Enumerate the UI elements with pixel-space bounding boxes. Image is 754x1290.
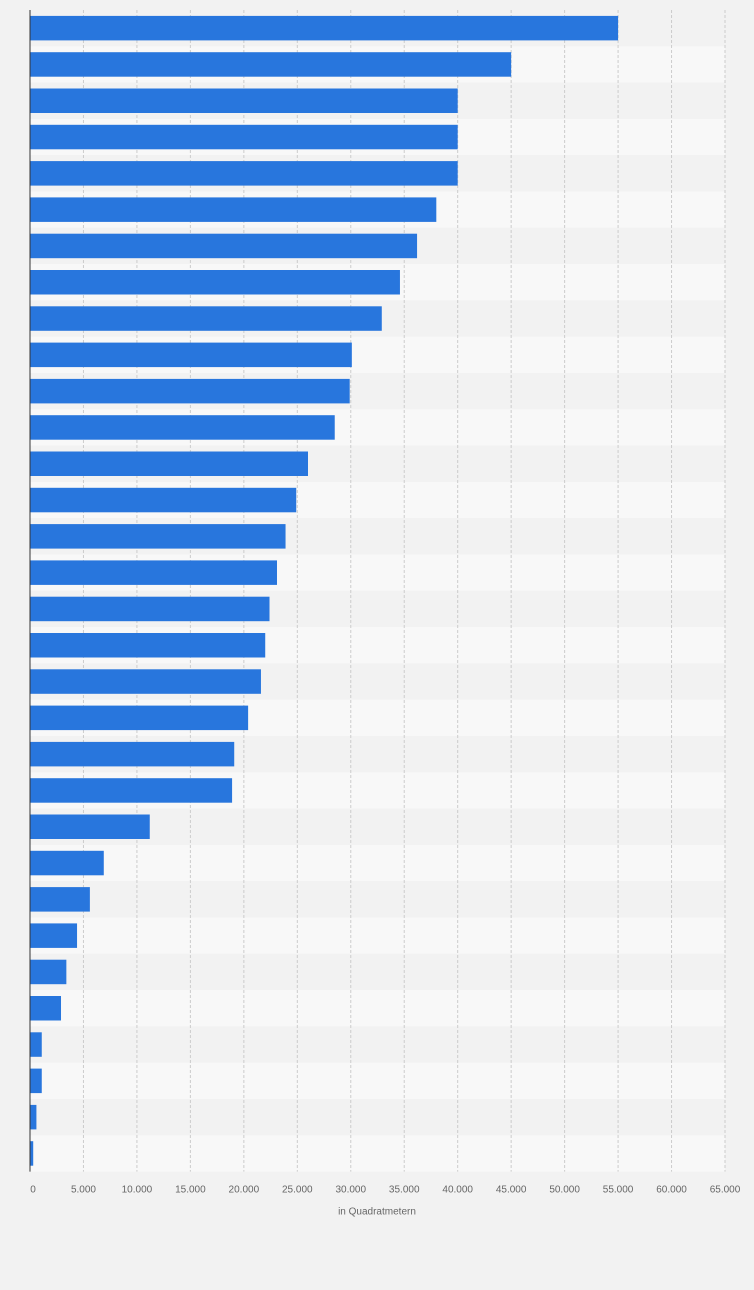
bar[interactable] [30,451,308,477]
bar[interactable] [30,233,418,259]
bar[interactable] [30,560,277,585]
bar[interactable] [30,306,382,331]
x-tick-label: 30.000 [335,1185,366,1196]
bar[interactable] [30,1104,37,1130]
row-band [30,1026,725,1063]
bar[interactable] [30,52,512,77]
x-tick-label: 10.000 [122,1185,153,1196]
bar[interactable] [30,814,150,840]
bar[interactable] [30,161,458,186]
bar[interactable] [30,270,400,295]
x-tick-label: 45.000 [496,1185,527,1196]
gridlines [82,10,726,1172]
bar[interactable] [30,197,437,222]
bar[interactable] [30,415,335,440]
x-tick-label: 5.000 [71,1185,96,1196]
x-tick-label: 35.000 [389,1185,420,1196]
bar[interactable] [30,741,235,767]
bar[interactable] [30,887,90,912]
row-band [30,844,725,882]
bar[interactable] [30,378,350,404]
row-band [30,917,725,954]
x-tick-label: 40.000 [442,1185,473,1196]
bar[interactable] [30,1068,42,1094]
bar[interactable] [30,850,104,876]
x-tick-label: 25.000 [282,1185,313,1196]
x-tick-label: 50.000 [549,1185,580,1196]
row-band [30,990,725,1027]
bar[interactable] [30,88,458,114]
row-band [30,881,725,918]
bar[interactable] [30,669,261,694]
x-tick-label: 15.000 [175,1185,206,1196]
x-tick-label: 60.000 [656,1185,687,1196]
row-band [30,1135,725,1172]
x-tick-label: 55.000 [603,1185,634,1196]
row-band [30,1062,725,1099]
bar[interactable] [30,124,458,150]
bar[interactable] [30,15,619,41]
x-axis-title: in Quadratmetern [338,1207,416,1218]
bar[interactable] [30,596,270,622]
x-tick-label: 65.000 [710,1185,741,1196]
bar[interactable] [30,524,286,549]
bar[interactable] [30,778,233,803]
bar[interactable] [30,923,78,948]
x-tick-label: 0 [30,1185,36,1196]
bars [30,15,619,1166]
bar[interactable] [30,633,266,658]
bar[interactable] [30,996,62,1021]
x-axis-ticks: 0 5.000 10.000 15.000 20.000 25.000 30.000 35.0… [30,1185,741,1196]
row-band [30,953,725,991]
row-band [30,1099,725,1136]
x-tick-label: 20.000 [229,1185,260,1196]
bar[interactable] [30,959,67,985]
bar[interactable] [30,1032,42,1057]
bar[interactable] [30,342,352,368]
bar[interactable] [30,705,249,731]
bar[interactable] [30,1141,34,1166]
bar[interactable] [30,487,297,513]
